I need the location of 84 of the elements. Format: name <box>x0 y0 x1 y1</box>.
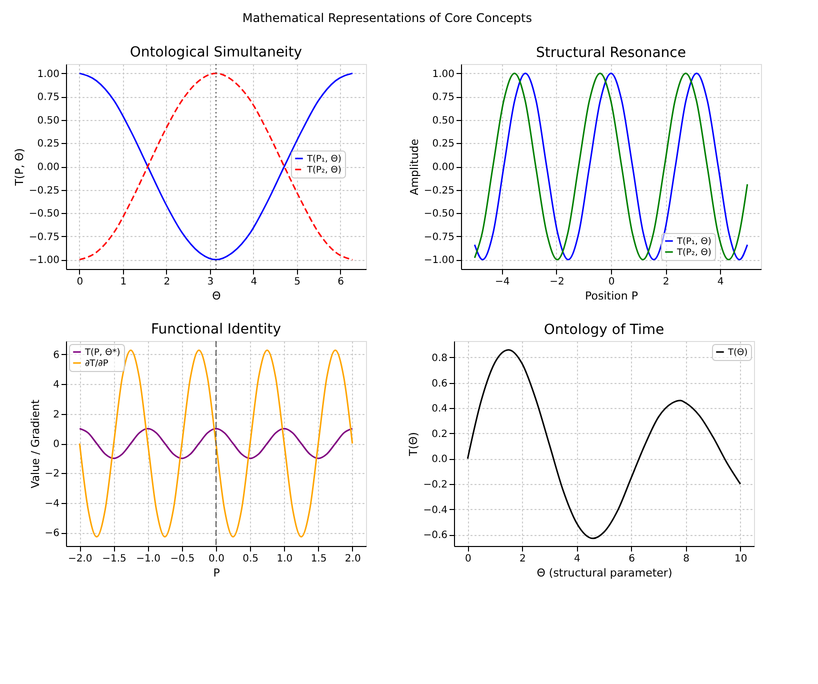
legend-label: T(P₁, Θ) <box>676 237 712 247</box>
y-axis-title: Value / Gradient <box>28 398 42 488</box>
y-tick-label: −0.4 <box>423 504 448 516</box>
x-axis-title: Θ (structural parameter) <box>536 566 672 580</box>
x-tick-label: −4 <box>495 276 510 288</box>
line-series <box>78 72 354 260</box>
y-tick-label: −0.75 <box>424 232 454 243</box>
y-tick-label: −0.25 <box>28 185 60 196</box>
y-tick-label: 0.00 <box>432 162 454 173</box>
chart-title: Structural Resonance <box>536 45 686 61</box>
legend-label: T(P₂, Θ) <box>676 248 712 258</box>
y-tick-label: −0.6 <box>423 530 448 542</box>
x-tick-label: 10 <box>734 554 748 564</box>
y-tick-label: 0.75 <box>37 92 60 104</box>
y-tick-label: 0.25 <box>432 138 454 150</box>
y-tick-label: 0.6 <box>432 378 448 390</box>
x-tick-label: 2 <box>519 554 526 564</box>
y-tick-label: 0 <box>53 439 60 450</box>
y-tick-label: −1.00 <box>28 255 60 266</box>
y-tick-label: −6 <box>44 528 60 540</box>
x-tick-label: 1 <box>120 276 127 288</box>
chart-title: Functional Identity <box>150 322 282 338</box>
y-tick-label: 0.8 <box>432 352 448 364</box>
x-tick-label: 4 <box>250 276 258 288</box>
y-tick-label: −0.50 <box>28 208 60 220</box>
y-axis-title: T(Θ) <box>407 432 420 457</box>
y-tick-label: 0.00 <box>37 162 60 173</box>
x-axis-title: Position P <box>585 290 638 302</box>
y-tick-label: −0.75 <box>28 232 60 243</box>
chart-title: Ontology of Time <box>544 322 664 338</box>
legend-label: ∂T/∂P <box>85 359 109 369</box>
x-tick-label: −2 <box>550 276 564 288</box>
chart-title: Ontological Simultaneity <box>130 44 302 60</box>
y-tick-label: −4 <box>44 498 60 510</box>
y-tick-label: 0.2 <box>432 428 448 440</box>
y-tick-label: 2 <box>53 409 60 420</box>
x-tick-label: 6 <box>628 554 635 564</box>
legend-label: T(P₁, Θ) <box>306 154 342 164</box>
x-axis-title: P <box>213 566 220 580</box>
x-tick-label: 3 <box>207 276 214 288</box>
x-tick-label: 6 <box>338 276 344 288</box>
y-tick-label: −0.25 <box>424 185 454 196</box>
y-tick-label: 0.4 <box>432 404 448 415</box>
x-tick-label: 0 <box>76 276 84 288</box>
x-axis-title: Θ <box>212 290 222 302</box>
y-tick-label: 0.0 <box>432 454 448 466</box>
x-tick-label: 2 <box>662 276 670 288</box>
x-tick-label: 4 <box>574 554 580 564</box>
x-tick-label: 0 <box>608 276 615 288</box>
y-tick-label: −0.2 <box>423 479 448 490</box>
y-tick-label: 4 <box>53 380 60 391</box>
y-tick-label: 6 <box>53 350 60 361</box>
legend-label: T(P₂, Θ) <box>306 166 342 176</box>
legend-label: T(Θ) <box>727 348 748 358</box>
y-tick-label: 0.25 <box>37 138 60 150</box>
y-tick-label: −1.00 <box>424 255 454 266</box>
x-tick-label: 1.0 <box>276 554 293 564</box>
y-tick-label: 0.75 <box>432 92 454 104</box>
x-tick-label: 2.0 <box>344 554 361 564</box>
x-tick-label: 2 <box>164 276 170 288</box>
x-tick-label: 8 <box>683 554 690 564</box>
x-tick-label: 0.5 <box>242 554 259 564</box>
y-tick-label: 0.50 <box>37 115 60 126</box>
line-series <box>78 428 354 460</box>
x-tick-label: 0 <box>464 554 472 564</box>
y-axis-title: T(P, Θ) <box>12 148 26 187</box>
y-tick-label: 1.00 <box>432 68 454 80</box>
x-tick-label: 4 <box>717 276 724 288</box>
y-tick-label: −0.50 <box>424 208 454 220</box>
x-tick-label: −1.5 <box>102 554 126 564</box>
y-axis-title: Amplitude <box>408 138 421 196</box>
line-series <box>78 349 354 538</box>
text: Mathematical Representations of Core Concepts <box>242 11 532 25</box>
y-tick-label: 0.50 <box>432 115 454 126</box>
x-tick-label: −1.0 <box>136 554 160 564</box>
line-series <box>474 72 748 260</box>
legend-label: T(P, Θ*) <box>84 348 120 358</box>
x-tick-label: 1.5 <box>310 554 327 564</box>
y-tick-label: 1.00 <box>37 68 60 80</box>
x-tick-label: 0.0 <box>208 554 224 564</box>
y-tick-label: −2 <box>44 468 60 480</box>
x-tick-label: −0.5 <box>170 554 195 564</box>
x-tick-label: −2.0 <box>68 554 92 564</box>
x-tick-label: 5 <box>294 276 301 288</box>
